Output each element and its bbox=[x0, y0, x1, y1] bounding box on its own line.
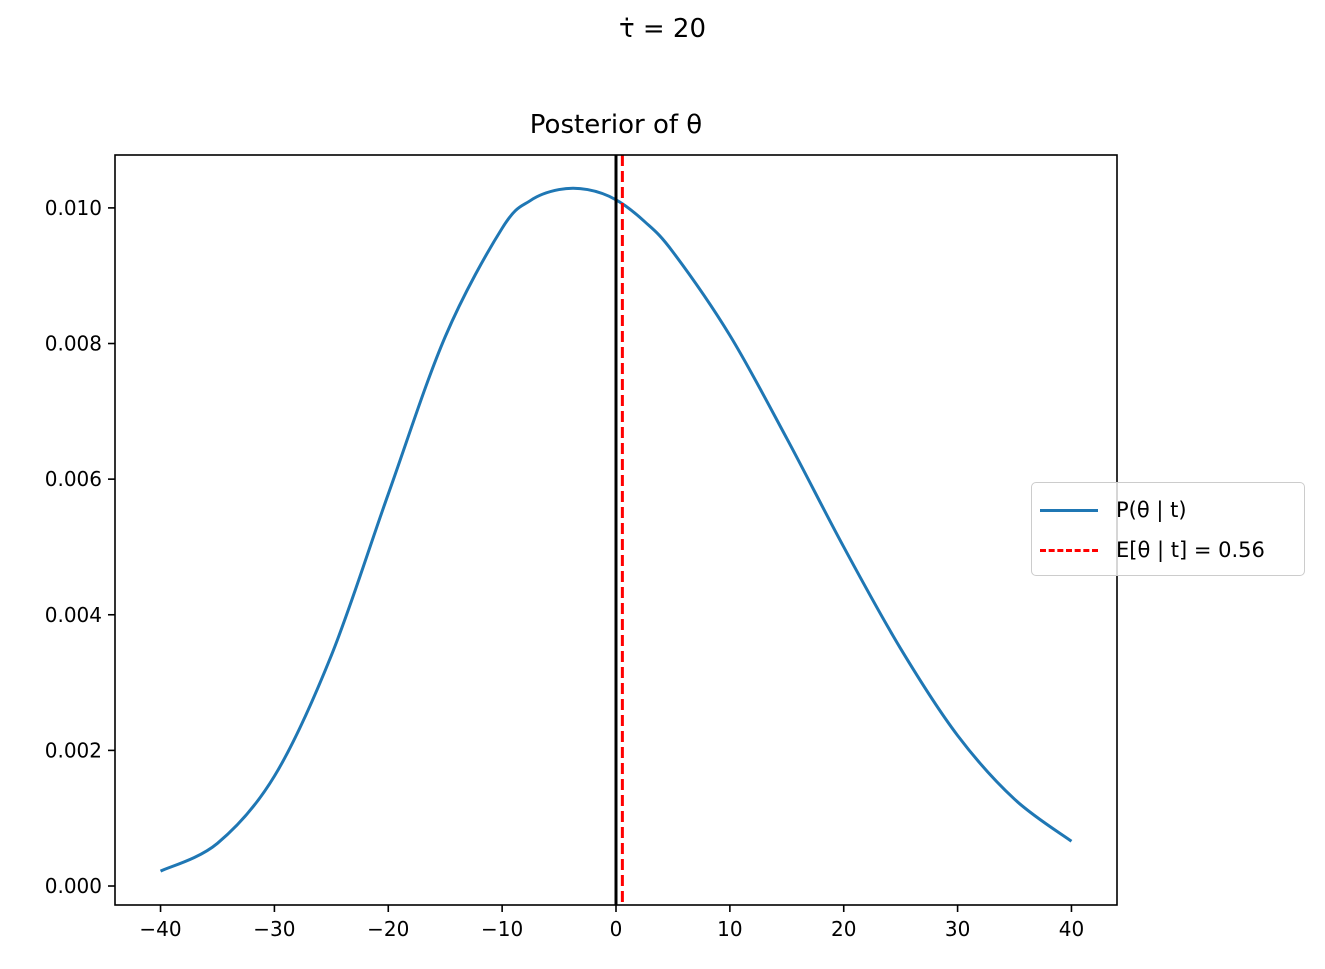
legend: P(θ | t) E[θ | t] = 0.56 bbox=[1031, 482, 1305, 576]
x-tick-label: −20 bbox=[367, 917, 409, 941]
x-tick-label: 20 bbox=[831, 917, 856, 941]
x-tick-label: −40 bbox=[139, 917, 181, 941]
legend-swatch-posterior bbox=[1040, 508, 1098, 512]
legend-swatch-expectation bbox=[1040, 548, 1098, 552]
y-tick-label: 0.008 bbox=[45, 332, 102, 356]
y-tick-label: 0.006 bbox=[45, 467, 102, 491]
x-tick-label: −30 bbox=[253, 917, 295, 941]
legend-label-expectation: E[θ | t] = 0.56 bbox=[1116, 538, 1265, 562]
legend-entry-posterior: P(θ | t) bbox=[1040, 495, 1187, 525]
x-tick-label: 30 bbox=[945, 917, 970, 941]
posterior-curve bbox=[159, 186, 1073, 873]
plot-area bbox=[159, 155, 1073, 905]
y-tick-label: 0.000 bbox=[45, 874, 102, 898]
tick-group: −40 −30 −20 −10 0 10 20 30 40 0.000 0.002 0.004 0.00… bbox=[45, 196, 1084, 941]
x-tick-label: 40 bbox=[1059, 917, 1084, 941]
x-tick-label: 10 bbox=[717, 917, 742, 941]
axes-title: Posterior of θ bbox=[529, 110, 703, 140]
y-tick-label: 0.010 bbox=[45, 196, 102, 220]
y-tick-label: 0.002 bbox=[45, 738, 102, 762]
legend-label-posterior: P(θ | t) bbox=[1116, 498, 1187, 522]
legend-entry-expectation: E[θ | t] = 0.56 bbox=[1040, 535, 1265, 565]
y-tick-label: 0.004 bbox=[45, 603, 102, 627]
x-tick-label: −10 bbox=[481, 917, 523, 941]
x-tick-label: 0 bbox=[610, 917, 623, 941]
figure-suptitle: τ̇ = 20 bbox=[618, 14, 707, 44]
